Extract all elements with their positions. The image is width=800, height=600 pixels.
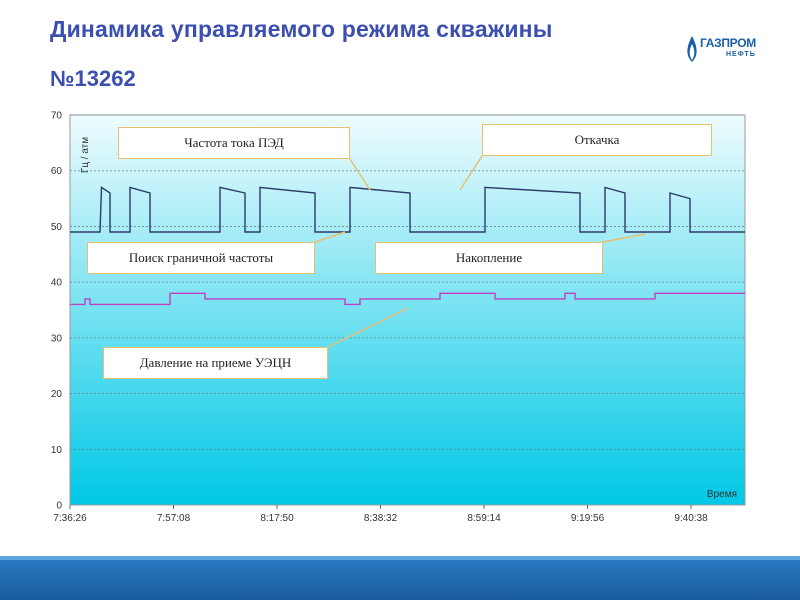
x-tick-label: 8:17:50: [260, 513, 294, 524]
annotation-leader: [459, 155, 483, 191]
y-tick-label: 20: [51, 389, 63, 400]
annotation-leader: [349, 158, 371, 191]
y-tick-label: 30: [51, 333, 63, 344]
y-axis-label: Гц / атм: [80, 137, 91, 173]
x-tick-label: 9:19:56: [571, 513, 605, 524]
plot-area: [69, 114, 746, 506]
annotation-box: Поиск граничной частоты: [87, 242, 315, 274]
annotation-leader: [314, 231, 346, 243]
annotation-box: Откачка: [482, 124, 712, 156]
well-number: №13262: [50, 66, 136, 91]
x-tick-label: 8:59:14: [467, 513, 501, 524]
y-tick-label: 40: [51, 278, 63, 289]
logo-subtext: НЕФТЬ: [726, 51, 756, 58]
annotation-leader: [327, 307, 409, 348]
y-tick-label: 0: [56, 501, 62, 512]
annotation-leader: [602, 233, 646, 243]
series-frequency-line: [70, 186, 745, 233]
footer-stripe: [0, 556, 800, 560]
well-regime-chart: 0 10 20 30 40 50 60 70 7:36:26 7:57:08 8:17:50 8:3…: [51, 111, 746, 524]
annotation-box: Давление на приеме УЭЦН: [103, 347, 328, 379]
y-tick-label: 70: [51, 111, 63, 122]
y-tick-label: 60: [51, 166, 63, 177]
x-tick-label: 7:57:08: [157, 513, 191, 524]
x-tick-label: 8:38:32: [364, 513, 398, 524]
annotation-box: Частота тока ПЭД: [118, 127, 350, 159]
series-pressure-line: [70, 292, 745, 306]
logo-text: ГАЗПРОМ: [700, 36, 756, 50]
flame-icon: [687, 36, 697, 62]
grid-lines: [70, 114, 745, 450]
y-axis: 0 10 20 30 40 50 60 70: [51, 111, 63, 512]
footer-bar: [0, 556, 800, 600]
x-tick-label: 7:36:26: [53, 513, 87, 524]
series-group: [70, 186, 745, 306]
annotation-box: Накопление: [375, 242, 603, 274]
page-title: Динамика управляемого режима скважины: [50, 16, 553, 42]
annotation-leaders: [314, 155, 646, 348]
x-axis-label: Время: [707, 489, 737, 500]
gazprom-neft-logo: ГАЗПРОМ НЕФТЬ: [682, 32, 762, 66]
y-tick-label: 10: [51, 445, 63, 456]
y-tick-label: 50: [51, 222, 63, 233]
x-axis: 7:36:26 7:57:08 8:17:50 8:38:32 8:59:14 9:19:…: [53, 505, 708, 524]
x-tick-label: 9:40:38: [674, 513, 708, 524]
